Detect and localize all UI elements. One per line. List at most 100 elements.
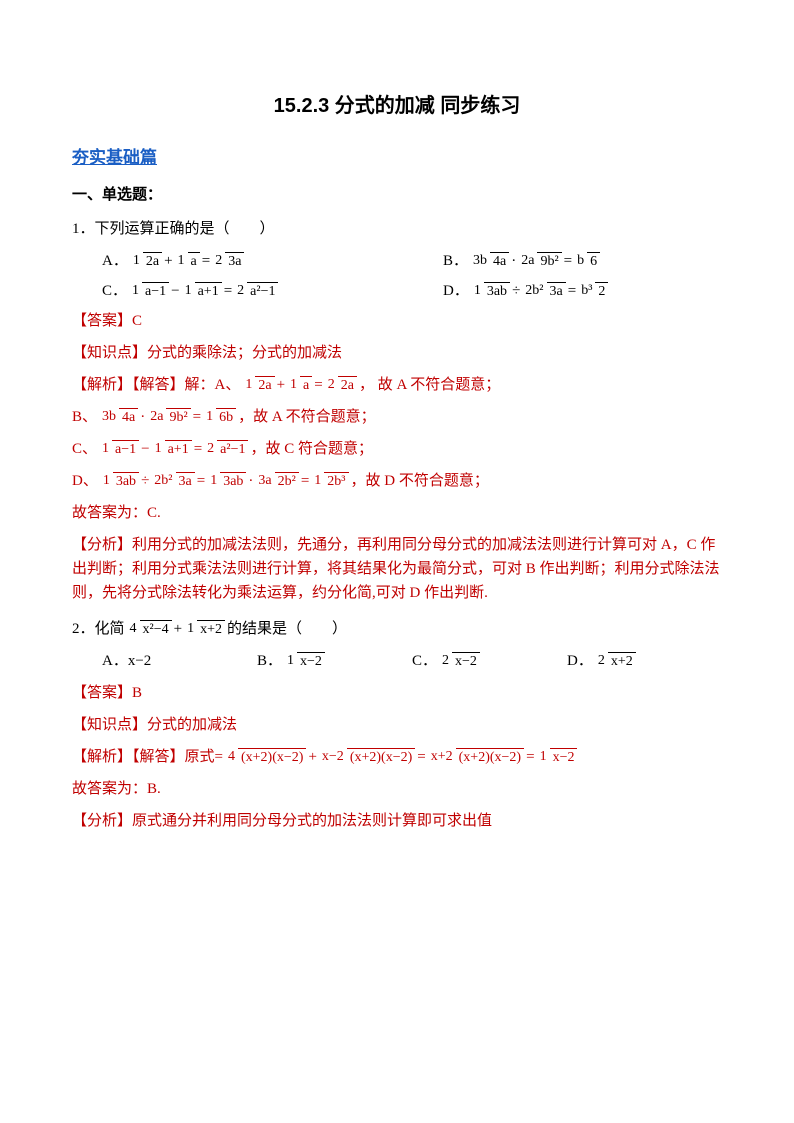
q1-option-c: C． 1a−1 − 1a+1 = 2a²−1 — [102, 279, 443, 303]
option-label: A． — [102, 649, 128, 673]
explain-text: B、 — [72, 405, 97, 429]
fraction: 2a²−1 — [204, 440, 248, 457]
explain-text: ，故 C 符合题意； — [250, 437, 373, 461]
op-eq: = — [194, 437, 202, 461]
op-plus: + — [164, 249, 172, 273]
fraction: 1a — [175, 252, 200, 269]
op-eq: = — [417, 745, 425, 769]
op-eq: = — [526, 745, 534, 769]
fraction: 2b²3a — [522, 282, 565, 299]
option-label: C． — [412, 649, 437, 673]
q2-knowledge: 【知识点】分式的加减法 — [72, 713, 722, 737]
op-plus: + — [277, 373, 285, 397]
op-eq: = — [568, 279, 576, 303]
fraction: 13ab — [207, 472, 246, 489]
op-eq: = — [215, 745, 223, 769]
explain-text: D、 — [72, 469, 98, 493]
q2-option-a: A． x−2 — [102, 649, 257, 673]
fraction: 12a — [242, 376, 274, 393]
q2-conclusion: 故答案为：B. — [72, 777, 722, 801]
q1-answer: 【答案】C — [72, 309, 722, 333]
sub-header: 一、单选题： — [72, 183, 722, 207]
fraction: 4x²−4 — [127, 620, 172, 637]
q2-options: A． x−2 B． 1x−2 C． 2x−2 D． 2x+2 — [72, 649, 722, 673]
fraction: 4(x+2)(x−2) — [225, 748, 306, 765]
q1-option-b: B． 3b4a · 2a9b² = b6 — [443, 249, 722, 273]
fraction: 13ab — [100, 472, 139, 489]
option-label: D． — [567, 649, 593, 673]
option-label: C． — [102, 279, 127, 303]
fraction: 16b — [203, 408, 236, 425]
op-eq: = — [224, 279, 232, 303]
fraction: 2a9b² — [147, 408, 190, 425]
fraction: 2x−2 — [439, 652, 480, 669]
q1-options-row1: A． 12a + 1a = 23a B． 3b4a · 2a9b² = b6 — [72, 249, 722, 273]
q2-option-b: B． 1x−2 — [257, 649, 412, 673]
q1-explain-d: D、 13ab ÷ 2b²3a = 13ab · 3a2b² = 12b³ ，故… — [72, 469, 722, 493]
fraction: b6 — [574, 252, 600, 269]
q2-stem: 2．化简 4x²−4 + 1x+2 的结果是（ ） — [72, 617, 722, 641]
fraction: 3a2b² — [255, 472, 298, 489]
fraction: 1a — [287, 376, 312, 393]
option-text: x−2 — [128, 649, 151, 673]
fraction: 23a — [212, 252, 244, 269]
fraction: 12b³ — [311, 472, 348, 489]
q2-explain: 【解析】【解答】原式 = 4(x+2)(x−2) + x−2(x+2)(x−2)… — [72, 745, 722, 769]
op-div: ÷ — [141, 469, 149, 493]
op-eq: = — [301, 469, 309, 493]
fraction: 12a — [130, 252, 162, 269]
op-dot: · — [248, 469, 253, 493]
q2-answer: 【答案】B — [72, 681, 722, 705]
op-eq: = — [193, 405, 201, 429]
op-dot: · — [140, 405, 145, 429]
option-label: B． — [443, 249, 468, 273]
op-minus: − — [171, 279, 179, 303]
op-plus: + — [308, 745, 316, 769]
fraction: 13ab — [471, 282, 510, 299]
fraction: 1a−1 — [129, 282, 169, 299]
explain-text: C、 — [72, 437, 97, 461]
q1-conclusion: 故答案为：C. — [72, 501, 722, 525]
op-eq: = — [202, 249, 210, 273]
explain-text: ， 故 A 不符合题意； — [359, 373, 500, 397]
fraction: x+2(x+2)(x−2) — [428, 748, 524, 765]
explain-text: ，故 D 不符合题意； — [351, 469, 489, 493]
op-div: ÷ — [512, 279, 520, 303]
q2-option-c: C． 2x−2 — [412, 649, 567, 673]
op-minus: − — [141, 437, 149, 461]
explain-text: 【解析】【解答】原式 — [72, 745, 215, 769]
op-plus: + — [174, 617, 182, 641]
fraction: 2b²3a — [151, 472, 194, 489]
op-eq: = — [564, 249, 572, 273]
q1-explain-b: B、 3b4a · 2a9b² = 16b ，故 A 不符合题意； — [72, 405, 722, 429]
explain-text: 【解析】【解答】解：A、 — [72, 373, 240, 397]
q1-option-a: A． 12a + 1a = 23a — [102, 249, 443, 273]
q1-knowledge: 【知识点】分式的乘除法；分式的加减法 — [72, 341, 722, 365]
q2-option-d: D． 2x+2 — [567, 649, 722, 673]
q1-option-d: D． 13ab ÷ 2b²3a = b³2 — [443, 279, 722, 303]
q1-analysis: 【分析】利用分式的加减法法则，先通分，再利用同分母分式的加减法法则进行计算可对 … — [72, 533, 722, 605]
fraction: 1a+1 — [182, 282, 222, 299]
op-eq: = — [197, 469, 205, 493]
q1-options-row2: C． 1a−1 − 1a+1 = 2a²−1 D． 13ab ÷ 2b²3a =… — [72, 279, 722, 303]
fraction: 22a — [325, 376, 357, 393]
fraction: 1x+2 — [184, 620, 225, 637]
op-eq: = — [314, 373, 322, 397]
explain-text: ，故 A 不符合题意； — [238, 405, 376, 429]
fraction: 2a9b² — [518, 252, 561, 269]
fraction: 2x+2 — [595, 652, 636, 669]
fraction: x−2(x+2)(x−2) — [319, 748, 415, 765]
option-label: A． — [102, 249, 128, 273]
fraction: 1x−2 — [284, 652, 325, 669]
fraction: 1a−1 — [99, 440, 139, 457]
stem-text: 2．化简 — [72, 617, 125, 641]
q1-explain-a: 【解析】【解答】解：A、 12a + 1a = 22a ， 故 A 不符合题意； — [72, 373, 722, 397]
op-dot: · — [511, 249, 516, 273]
fraction: 1x−2 — [537, 748, 578, 765]
stem-text: 的结果是（ ） — [227, 617, 347, 641]
q2-analysis: 【分析】原式通分并利用同分母分式的加法法则计算即可求出值 — [72, 809, 722, 833]
q1-stem: 1．下列运算正确的是（ ） — [72, 217, 722, 241]
option-label: B． — [257, 649, 282, 673]
section-header: 夯实基础篇 — [72, 144, 722, 171]
fraction: 3b4a — [470, 252, 509, 269]
